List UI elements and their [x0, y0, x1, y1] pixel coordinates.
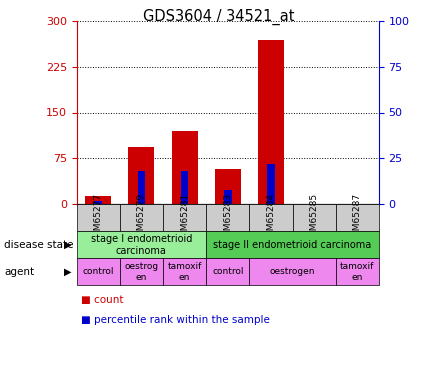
- Bar: [172, 131, 198, 204]
- Bar: [77, 231, 206, 258]
- Text: oestrog
en: oestrog en: [124, 262, 159, 282]
- Text: GSM65277: GSM65277: [94, 194, 103, 243]
- Bar: [249, 258, 336, 285]
- Bar: [258, 40, 284, 204]
- Bar: [224, 190, 232, 204]
- Text: ■ count: ■ count: [81, 295, 124, 305]
- Text: stage II endometrioid carcinoma: stage II endometrioid carcinoma: [213, 240, 372, 250]
- Bar: [163, 258, 206, 285]
- Bar: [206, 204, 249, 231]
- Bar: [77, 258, 120, 285]
- Bar: [94, 201, 102, 204]
- Bar: [181, 171, 188, 204]
- Text: ▶: ▶: [64, 267, 72, 277]
- Text: disease state: disease state: [4, 240, 74, 250]
- Text: GSM65284: GSM65284: [266, 194, 276, 242]
- Bar: [267, 164, 275, 204]
- Bar: [85, 196, 111, 204]
- Bar: [206, 231, 379, 258]
- Bar: [163, 204, 206, 231]
- Text: tamoxif
en: tamoxif en: [167, 262, 202, 282]
- Text: GDS3604 / 34521_at: GDS3604 / 34521_at: [143, 9, 295, 25]
- Bar: [249, 204, 293, 231]
- Bar: [293, 204, 336, 231]
- Text: tamoxif
en: tamoxif en: [340, 262, 374, 282]
- Text: control: control: [82, 267, 114, 276]
- Text: control: control: [212, 267, 244, 276]
- Bar: [215, 169, 241, 204]
- Text: ■ percentile rank within the sample: ■ percentile rank within the sample: [81, 315, 270, 326]
- Bar: [120, 258, 163, 285]
- Text: oestrogen: oestrogen: [270, 267, 315, 276]
- Bar: [120, 204, 163, 231]
- Bar: [138, 171, 145, 204]
- Text: ▶: ▶: [64, 240, 72, 250]
- Bar: [336, 258, 379, 285]
- Text: stage I endometrioid
carcinoma: stage I endometrioid carcinoma: [91, 234, 192, 256]
- Bar: [128, 147, 154, 204]
- Bar: [77, 204, 120, 231]
- Text: GSM65279: GSM65279: [137, 194, 146, 243]
- Text: agent: agent: [4, 267, 35, 277]
- Bar: [206, 258, 249, 285]
- Text: GSM65283: GSM65283: [223, 194, 232, 243]
- Bar: [336, 204, 379, 231]
- Text: GSM65281: GSM65281: [180, 194, 189, 243]
- Text: GSM65287: GSM65287: [353, 194, 362, 243]
- Text: GSM65285: GSM65285: [310, 194, 318, 243]
